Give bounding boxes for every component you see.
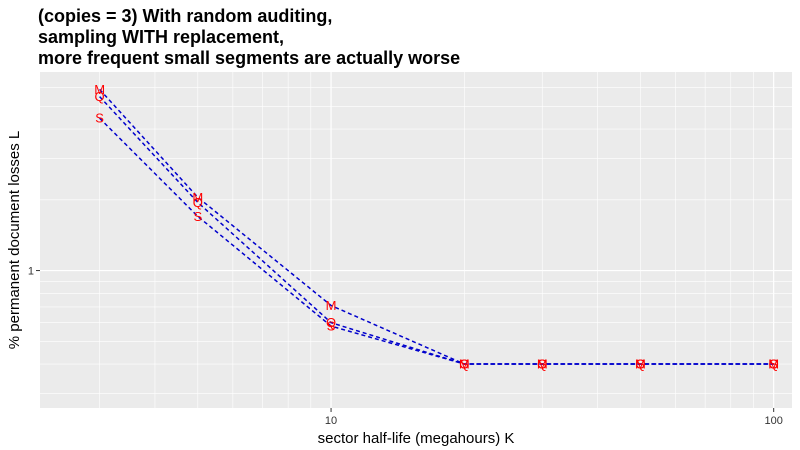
point-marker-m: M [94,82,105,97]
y-axis-title: % permanent document losses L [6,131,23,349]
series-layer [99,88,774,365]
point-marker-q: Q [635,357,645,372]
chart-title-line-3: more frequent small segments are actuall… [38,48,461,68]
x-tick-label: 100 [764,415,782,427]
point-marker-m: M [635,357,646,372]
point-marker-s: S [538,357,547,372]
point-marker-q: Q [537,357,547,372]
series-line-s [99,117,774,365]
x-axis-title: sector half-life (megahours) K [318,430,515,447]
point-marker-q: Q [459,357,469,372]
point-marker-s: S [95,111,104,126]
point-marker-q: Q [326,315,336,330]
chart-title: (copies = 3) With random auditing, sampl… [38,6,460,69]
point-marker-s: S [769,357,778,372]
point-marker-m: M [192,190,203,205]
chart-title-line-1: (copies = 3) With random auditing, [38,6,333,26]
point-marker-q: Q [769,357,779,372]
ticks-layer: 10 100 1 [28,266,783,427]
y-tick-label: 1 [28,266,34,278]
point-marker-m: M [459,357,470,372]
point-marker-q: Q [193,195,203,210]
point-marker-s: S [636,357,645,372]
point-marker-m: M [768,357,779,372]
x-tick-label: 10 [325,415,337,427]
chart-title-line-2: sampling WITH replacement, [38,27,285,47]
plot-panel [40,72,792,408]
point-marker-m: M [537,357,548,372]
point-marker-q: Q [95,89,105,104]
point-marker-s: S [327,319,336,334]
point-marker-s: S [193,209,202,224]
point-marker-s: S [460,357,469,372]
point-marker-m: M [326,298,337,313]
